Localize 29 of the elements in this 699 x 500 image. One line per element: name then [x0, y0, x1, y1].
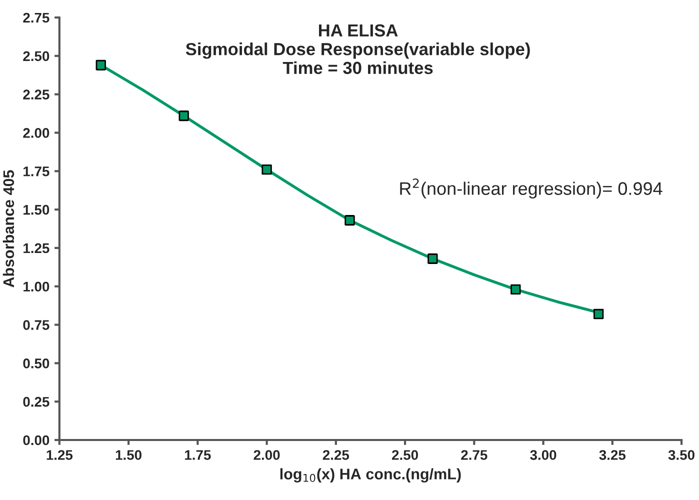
- annotation: R$^{2}$(non-linear regression)= 0.994: [400, 178, 662, 199]
- y-tick-label: 1.75: [24, 166, 50, 176]
- x-tick-label: 2.25: [322, 450, 350, 460]
- x-tick-label: 3.25: [599, 450, 626, 460]
- point: [510, 284, 521, 295]
- y-tick-label: 0.00: [23, 435, 50, 446]
- x-tick-label: 1.50: [116, 450, 142, 460]
- y-tick-label: 0.50: [23, 358, 50, 368]
- y-tick-label: 1.50: [24, 204, 50, 215]
- x-tick-label: 2.00: [254, 450, 280, 460]
- y-tick-label: 2.25: [23, 90, 50, 100]
- x-tick-label: 1.75: [185, 450, 211, 460]
- y-tick-label: 0.25: [23, 396, 50, 407]
- x-tick-label: 1.25: [46, 450, 73, 460]
- y-tick-label: 2.50: [23, 51, 50, 62]
- y-tick-label: 2.00: [23, 128, 50, 138]
- x-axis-title: log$_{10}$(x) HA conc.(ng/mL): [280, 468, 461, 483]
- x-tick-label: 3.00: [530, 450, 556, 460]
- point: [262, 164, 272, 175]
- point: [593, 308, 604, 320]
- x-tick-label: 3.50: [668, 450, 694, 460]
- x-tick-label: 2.50: [392, 450, 418, 460]
- x-tick-label: 2.75: [461, 450, 488, 460]
- text: HA ELISA Sigmoidal Dose Response(variable slope) Time = 30 minutes: [186, 24, 530, 74]
- y-tick-label: 2.75: [23, 12, 50, 23]
- y-tick-label: 1.25: [24, 243, 50, 254]
- y-tick-label: 1.00: [24, 282, 50, 292]
- y-axis-title: Absorbance 405: [2, 170, 14, 288]
- y-tick-label: 0.75: [23, 320, 50, 330]
